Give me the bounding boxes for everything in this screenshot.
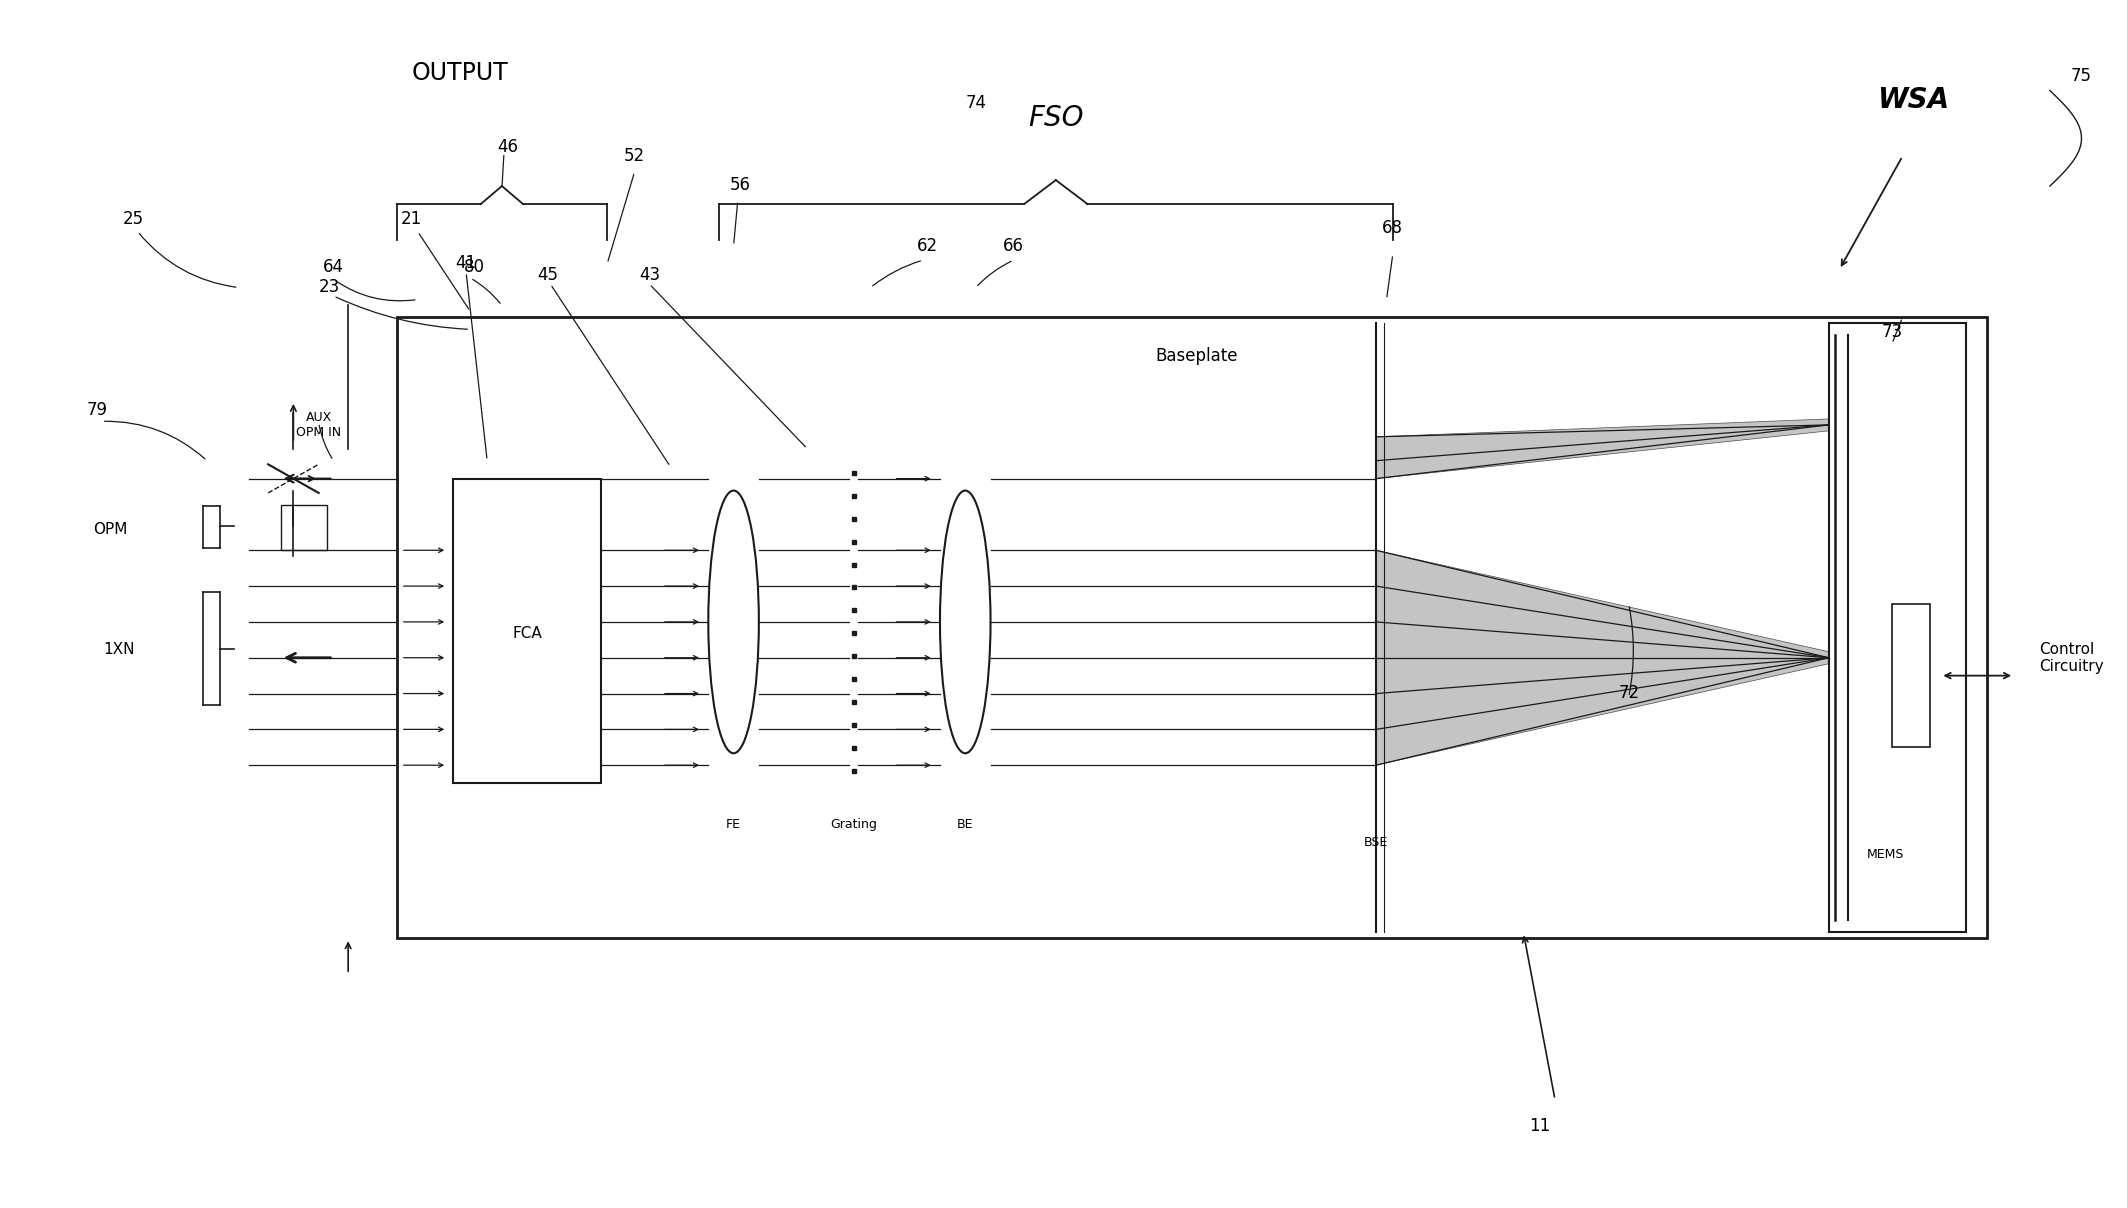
Ellipse shape xyxy=(708,490,759,754)
Text: OUTPUT: OUTPUT xyxy=(411,60,508,85)
Text: 80: 80 xyxy=(464,257,485,275)
Text: FSO: FSO xyxy=(1027,104,1083,133)
Bar xyxy=(1829,324,1965,933)
Polygon shape xyxy=(1376,551,1829,765)
Text: 46: 46 xyxy=(498,138,519,156)
Text: 72: 72 xyxy=(1619,684,1640,702)
Text: WSA: WSA xyxy=(1876,87,1948,115)
Text: 79: 79 xyxy=(87,401,108,419)
Polygon shape xyxy=(1376,419,1829,478)
Text: 64: 64 xyxy=(323,257,345,275)
Text: Control
Circuitry: Control Circuitry xyxy=(2040,641,2104,674)
Bar xyxy=(1893,604,1929,748)
Text: 25: 25 xyxy=(123,210,145,228)
Text: 11: 11 xyxy=(1529,1117,1551,1136)
Ellipse shape xyxy=(940,490,991,754)
Text: 41: 41 xyxy=(455,254,476,272)
Text: 23: 23 xyxy=(319,278,340,296)
Text: FE: FE xyxy=(725,818,740,831)
Text: MEMS: MEMS xyxy=(1868,848,1904,861)
Text: 56: 56 xyxy=(730,176,751,194)
Bar xyxy=(396,318,1987,939)
Text: 43: 43 xyxy=(638,266,659,284)
Text: Baseplate: Baseplate xyxy=(1155,347,1238,365)
Text: BSE: BSE xyxy=(1363,836,1389,849)
Text: 74: 74 xyxy=(966,94,987,112)
Text: 75: 75 xyxy=(2072,66,2093,85)
Text: FCA: FCA xyxy=(513,627,542,641)
Text: 21: 21 xyxy=(400,210,421,228)
Text: BE: BE xyxy=(957,818,974,831)
Bar xyxy=(453,478,602,783)
Bar xyxy=(281,505,328,551)
Text: 52: 52 xyxy=(623,146,644,164)
Text: OPM: OPM xyxy=(94,523,128,538)
Text: 62: 62 xyxy=(917,237,938,255)
Text: 45: 45 xyxy=(538,266,559,284)
Text: 68: 68 xyxy=(1383,220,1404,238)
Text: AUX
OPM IN: AUX OPM IN xyxy=(296,411,340,439)
Text: 66: 66 xyxy=(1004,237,1025,255)
Text: 1XN: 1XN xyxy=(102,641,134,657)
Text: Grating: Grating xyxy=(830,818,876,831)
Text: 73: 73 xyxy=(1882,324,1902,342)
